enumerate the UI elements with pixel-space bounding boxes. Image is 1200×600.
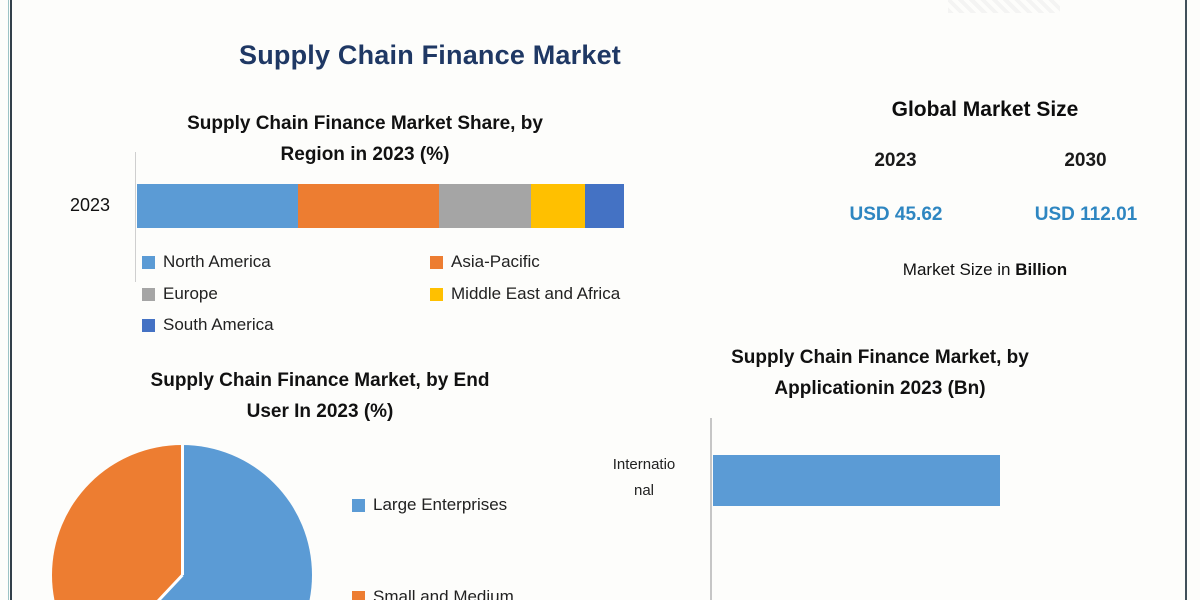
end-user-pie [52, 445, 312, 600]
region-chart-axis-line [135, 152, 136, 282]
application-bar [713, 455, 1000, 506]
market-size-year-2030: 2030 [1064, 150, 1107, 171]
region-chart-title-line2: Region in 2023 (%) [280, 144, 450, 165]
legend-marker-south-america [142, 318, 155, 332]
end-user-chart-title-line2: User In 2023 (%) [246, 401, 394, 422]
end-user-chart-title-line1: Supply Chain Finance Market, by End [150, 370, 490, 391]
legend-label-europe: Europe [163, 284, 218, 303]
region-chart-title: Supply Chain Finance Market Share, by Re… [110, 108, 620, 170]
application-category-label-line2: nal [633, 482, 655, 499]
legend-label-large-enterprises: Large Enterprises [373, 495, 508, 514]
region-stacked-bar [137, 184, 624, 228]
stacked-bar-segment [137, 184, 298, 228]
legend-item-north-america: North America [142, 251, 271, 273]
legend-marker-asia-pacific [430, 255, 443, 269]
legend-marker-large-enterprises [352, 498, 365, 512]
legend-label-north-america: North America [163, 252, 271, 271]
legend-marker-middle-east-africa [430, 287, 443, 301]
legend-marker-north-america [142, 255, 155, 269]
legend-label-middle-east-africa: Middle East and Africa [451, 284, 621, 303]
stacked-bar-segment [585, 184, 624, 228]
market-size-footnote-bold: Billion [1015, 260, 1068, 279]
legend-item-asia-pacific: Asia-Pacific [430, 251, 540, 273]
application-chart-title-line2: Applicationin 2023 (Bn) [774, 378, 986, 399]
legend-label-south-america: South America [163, 315, 274, 334]
application-category-label: Internatio nal [588, 452, 700, 504]
application-chart-title-line1: Supply Chain Finance Market, by [731, 347, 1029, 368]
legend-item-europe: Europe [142, 283, 218, 305]
application-chart-title: Supply Chain Finance Market, by Applicat… [660, 342, 1100, 404]
legend-item-south-america: South America [142, 314, 274, 336]
end-user-chart-title: Supply Chain Finance Market, by End User… [70, 365, 570, 427]
stacked-bar-segment [297, 184, 439, 228]
region-chart-category-label: 2023 [69, 195, 110, 215]
region-chart-title-line1: Supply Chain Finance Market Share, by [187, 113, 543, 134]
left-accent-line [8, 0, 9, 600]
legend-marker-europe [142, 287, 155, 301]
application-plot-area [713, 455, 1095, 506]
market-size-year-2023: 2023 [874, 150, 917, 171]
stacked-bar-segment [438, 184, 532, 228]
page-title: Supply Chain Finance Market [239, 40, 621, 70]
pie-divider-1 [180, 445, 184, 575]
legend-item-small-and-medium: Small and Medium [352, 586, 514, 600]
cropped-watermark [948, 0, 1060, 13]
stacked-bar-segment [531, 184, 585, 228]
pie-divider-2 [91, 573, 184, 600]
market-size-footnote: Market Size in Billion [820, 260, 1150, 280]
left-border-line [10, 0, 12, 600]
legend-marker-small-and-medium [352, 590, 365, 600]
application-category-label-line1: Internatio [612, 456, 676, 473]
market-size-value-2030: USD 112.01 [1034, 204, 1138, 225]
legend-label-asia-pacific: Asia-Pacific [451, 252, 540, 271]
legend-item-large-enterprises: Large Enterprises [352, 494, 507, 516]
market-size-footnote-text: Market Size in [902, 260, 1016, 279]
application-chart-axis-line [710, 418, 712, 600]
right-border-line [1185, 0, 1187, 600]
market-size-value-2023: USD 45.62 [849, 204, 943, 225]
legend-item-middle-east-africa: Middle East and Africa [430, 283, 620, 305]
legend-label-small-and-medium: Small and Medium [373, 587, 514, 600]
global-market-size-title: Global Market Size [891, 98, 1079, 121]
